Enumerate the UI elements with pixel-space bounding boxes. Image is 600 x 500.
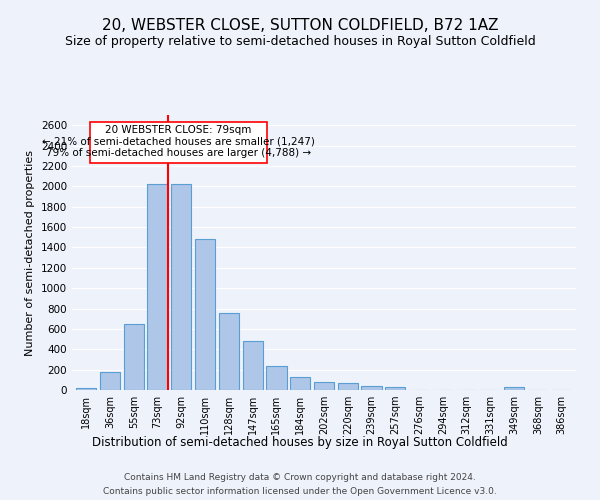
- Bar: [242, 341, 263, 390]
- Text: Distribution of semi-detached houses by size in Royal Sutton Coldfield: Distribution of semi-detached houses by …: [92, 436, 508, 449]
- Bar: [195, 240, 215, 390]
- Bar: [361, 386, 382, 390]
- Bar: [219, 312, 239, 390]
- Bar: [314, 382, 334, 390]
- Bar: [338, 384, 358, 390]
- Text: Contains public sector information licensed under the Open Government Licence v3: Contains public sector information licen…: [103, 486, 497, 496]
- Bar: [148, 184, 167, 390]
- Bar: [504, 388, 524, 390]
- Bar: [290, 378, 310, 390]
- Text: 20, WEBSTER CLOSE, SUTTON COLDFIELD, B72 1AZ: 20, WEBSTER CLOSE, SUTTON COLDFIELD, B72…: [102, 18, 498, 32]
- Bar: [385, 388, 406, 390]
- Text: Size of property relative to semi-detached houses in Royal Sutton Coldfield: Size of property relative to semi-detach…: [65, 35, 535, 48]
- Bar: [124, 324, 144, 390]
- Bar: [76, 388, 97, 390]
- Bar: [171, 184, 191, 390]
- Bar: [100, 372, 120, 390]
- Text: 79% of semi-detached houses are larger (4,788) →: 79% of semi-detached houses are larger (…: [46, 148, 311, 158]
- Text: Contains HM Land Registry data © Crown copyright and database right 2024.: Contains HM Land Registry data © Crown c…: [124, 473, 476, 482]
- Bar: [266, 366, 287, 390]
- Y-axis label: Number of semi-detached properties: Number of semi-detached properties: [25, 150, 35, 356]
- FancyBboxPatch shape: [90, 122, 267, 163]
- Text: ← 21% of semi-detached houses are smaller (1,247): ← 21% of semi-detached houses are smalle…: [42, 136, 315, 146]
- Text: 20 WEBSTER CLOSE: 79sqm: 20 WEBSTER CLOSE: 79sqm: [105, 125, 251, 135]
